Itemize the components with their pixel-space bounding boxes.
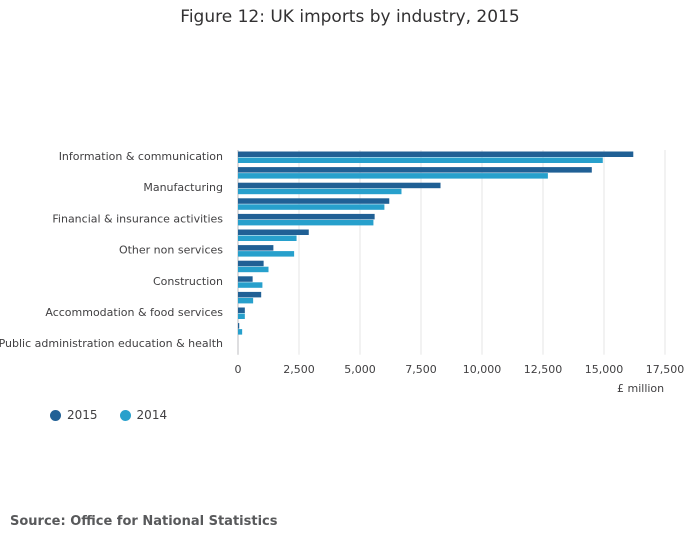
bar-2015[interactable] [238,167,592,173]
category-label: Construction [153,275,223,288]
x-tick-label: 17,500 [646,363,685,376]
bar-2014[interactable] [238,157,603,164]
legend: 2015 2014 [50,408,167,422]
category-label: Accommodation & food services [45,306,223,319]
bar-2015[interactable] [238,291,262,298]
x-tick-label: 2,500 [283,363,315,376]
bar-2014[interactable] [238,313,245,320]
bar-2014[interactable] [238,329,243,335]
source-note: Source: Office for National Statistics [10,514,278,529]
x-tick-label: 15,000 [585,363,624,376]
bar-2015[interactable] [238,198,390,204]
bar-2014[interactable] [238,204,385,210]
x-axis-unit-label: £ million [617,382,665,395]
category-label: Manufacturing [143,181,223,194]
x-tick-label: 12,500 [524,363,563,376]
category-labels: Information & communication Manufacturing… [0,150,223,350]
legend-item-2014[interactable]: 2014 [119,408,168,422]
bar-2015[interactable] [238,307,245,314]
bar-2015[interactable] [238,323,240,329]
x-tick-label: 5,000 [344,363,376,376]
legend-label-2015: 2015 [67,408,98,422]
bar-2015[interactable] [238,213,375,220]
x-tick-labels: 0 2,500 5,000 7,500 10,000 12,500 15,000 17,500 [235,363,685,376]
bar-2015[interactable] [238,151,634,158]
bar-2014[interactable] [238,251,295,257]
bar-2015[interactable] [238,260,264,267]
x-tick-label: 10,000 [463,363,502,376]
bar-2014[interactable] [238,173,548,179]
bar-2014[interactable] [238,219,374,226]
x-tick-label: 0 [235,363,242,376]
bar-2014[interactable] [238,188,402,195]
legend-swatch-2014 [119,409,131,421]
bar-2014[interactable] [238,266,269,273]
legend-swatch-2015 [50,409,61,421]
legend-item-2015[interactable]: 2015 [50,408,98,422]
category-label: Financial & insurance activities [52,212,223,225]
chart-title: Figure 12: UK imports by industry, 2015 [180,7,520,27]
bars [238,151,634,335]
x-tick-label: 7,500 [405,363,437,376]
bar-2015[interactable] [238,276,253,282]
bar-2015[interactable] [238,245,274,251]
bar-2014[interactable] [238,297,254,304]
bar-2014[interactable] [238,235,297,242]
gridlines [237,150,666,355]
category-label: Public administration education & health [0,337,223,350]
category-label: Information & communication [59,150,223,163]
bar-2015[interactable] [238,229,309,236]
bar-2014[interactable] [238,282,263,288]
legend-label-2014: 2014 [136,408,168,422]
category-label: Other non services [119,244,223,257]
bar-2015[interactable] [238,182,441,189]
